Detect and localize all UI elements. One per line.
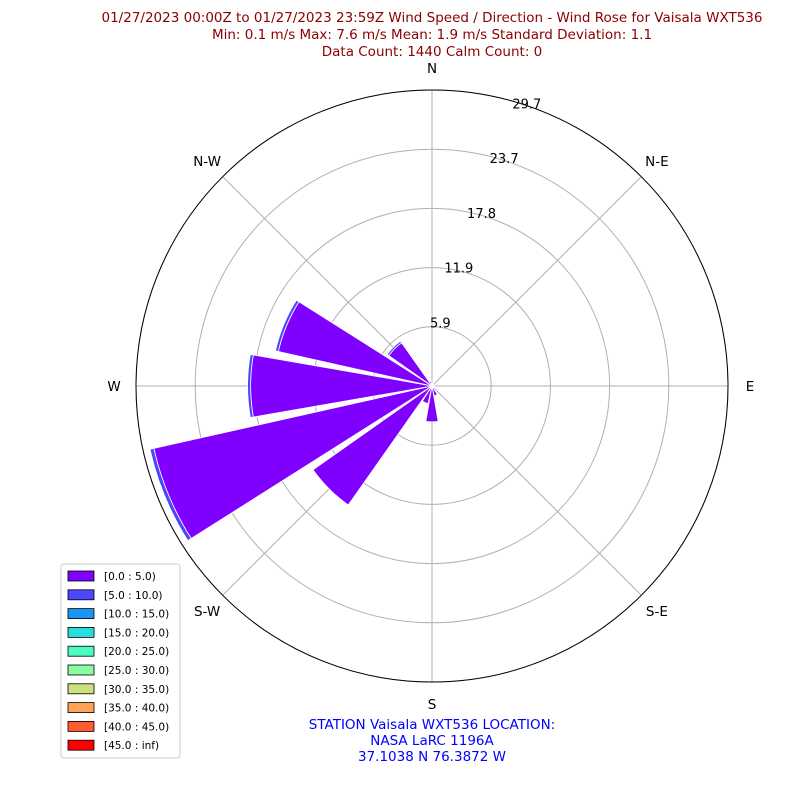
legend-label-7: [35.0 : 40.0) [104,703,169,715]
wind-bar-157.5-bin-0 [431,385,438,397]
legend-swatch-5 [67,664,95,676]
station-line-1: STATION Vaisala WXT536 LOCATION: [309,717,555,733]
direction-label-S-E: S-E [646,604,668,620]
direction-label-E: E [746,379,755,395]
direction-label-N-E: N-E [645,154,669,170]
legend-swatch-9 [67,739,95,751]
legend-items: [0.0 : 5.0) [5.0 : 10.0) [10.0 : 15.0) [15.… [67,570,169,752]
station-line-3: 37.1038 N 76.3872 W [358,749,506,765]
legend-label-0: [0.0 : 5.0) [104,571,156,583]
direction-label-N-W: N-W [193,154,221,170]
ring-label-4: 23.7 [490,152,519,167]
polar-outer-circle [135,89,729,683]
legend-label-1: [5.0 : 10.0) [104,590,162,602]
legend-swatch-4 [67,645,95,657]
ring-label-1: 5.9 [430,316,451,331]
wind-bar-225-bin-0 [312,385,433,506]
legend-swatch-1 [67,589,95,601]
station-info: STATION Vaisala WXT536 LOCATION: NASA La… [309,717,555,765]
legend-swatch-2 [67,608,95,619]
legend-swatch-3 [67,627,95,638]
legend-swatch-6 [67,683,95,695]
legend-swatch-8 [67,721,95,732]
wind-bar-202.5-bin-0 [421,385,433,404]
wind-bar-270-bin-1 [247,353,254,419]
wind-bar-180-bin-0 [425,385,439,423]
ring-labels: 5.9 11.9 17.8 23.7 29.7 [430,98,541,332]
direction-labels: N N-E E S-E S S-W W N-W [107,61,754,713]
polar-frame [135,89,729,683]
ring-label-2: 11.9 [444,262,473,277]
legend-label-2: [10.0 : 15.0) [104,609,169,621]
direction-label-W: W [107,379,120,395]
wind-bar-292.5-bin-1 [274,299,300,352]
legend-label-6: [30.0 : 35.0) [104,684,169,696]
wind-bar-337.5-bin-0 [428,380,433,387]
ring-label-3: 17.8 [467,207,496,222]
chart-title: 01/27/2023 00:00Z to 01/27/2023 23:59Z W… [102,10,763,60]
grid-spoke-S-E [431,385,642,596]
legend-swatch-7 [67,702,95,713]
legend-label-4: [20.0 : 25.0) [104,646,169,658]
direction-label-S: S [428,697,437,713]
legend: [0.0 : 5.0) [5.0 : 10.0) [10.0 : 15.0) [15.… [60,563,181,759]
station-line-2: NASA LaRC 1196A [370,733,494,749]
direction-label-N: N [427,61,437,77]
title-line-2: Min: 0.1 m/s Max: 7.6 m/s Mean: 1.9 m/s … [212,27,652,43]
legend-label-9: [45.0 : inf) [104,740,159,752]
direction-label-S-W: S-W [194,604,220,620]
legend-swatch-0 [67,570,95,582]
wind-bar-247.5-bin-1 [149,447,192,542]
legend-label-5: [25.0 : 30.0) [104,665,169,677]
grid-spoke-N-E [431,176,642,387]
legend-label-3: [15.0 : 20.0) [104,627,169,639]
title-line-1: 01/27/2023 00:00Z to 01/27/2023 23:59Z W… [102,10,763,26]
wind-bar-315-bin-1 [386,340,403,357]
bars-layer [149,299,439,542]
ring-label-5: 29.7 [512,98,541,113]
legend-label-8: [40.0 : 45.0) [104,721,169,733]
title-line-3: Data Count: 1440 Calm Count: 0 [322,44,543,60]
